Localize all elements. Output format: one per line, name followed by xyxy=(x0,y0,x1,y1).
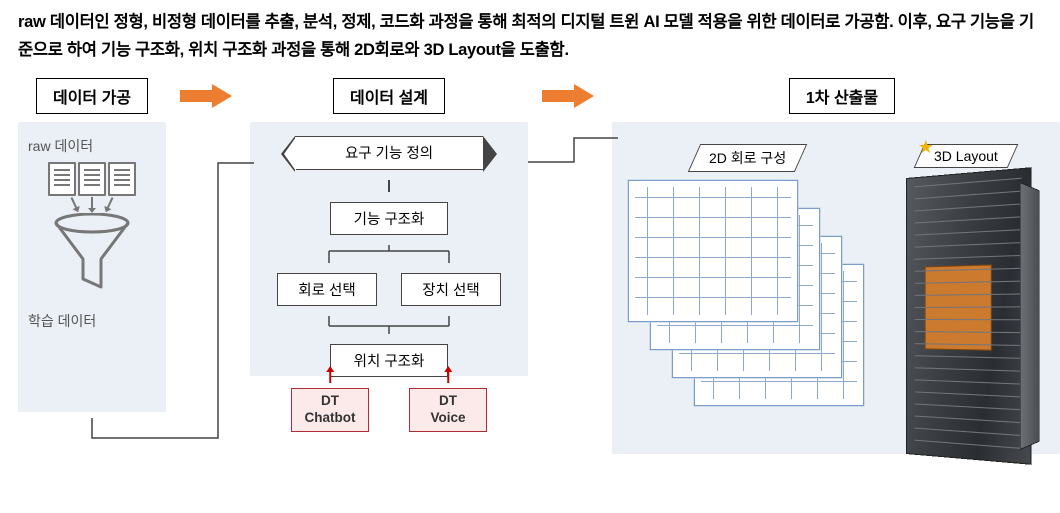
panel-data-processing: raw 데이터 학습 데이터 xyxy=(18,122,166,412)
dt-chatbot-l2: Chatbot xyxy=(305,410,356,425)
column-outputs: 1차 산출물 2D 회로 구성 3D Layout xyxy=(612,78,1060,454)
schematic-sheet xyxy=(628,180,798,322)
dt-voice-l2: Voice xyxy=(430,410,465,425)
cabinet-body xyxy=(906,167,1032,465)
description-text: raw 데이터인 정형, 비정형 데이터를 추출, 분석, 정제, 코드화 과정… xyxy=(18,8,1042,64)
diagram-root: 데이터 가공 raw 데이터 학습 데이터 xyxy=(18,78,1042,454)
down-arrow-icon xyxy=(91,197,93,209)
device-select-node: 장치 선택 xyxy=(401,273,501,306)
arrow-right-icon xyxy=(542,84,598,108)
dt-chatbot-box: DT Chatbot xyxy=(291,388,369,432)
tag-3d-layout: 3D Layout xyxy=(914,144,1019,168)
document-icon xyxy=(108,162,136,196)
merge-connector xyxy=(289,316,489,334)
cabinet-door xyxy=(1020,182,1040,450)
position-structuring-node: 위치 구조화 xyxy=(330,344,448,377)
dt-chatbot-l1: DT xyxy=(321,393,339,408)
panel-outputs: 2D 회로 구성 3D Layout xyxy=(612,122,1060,454)
dt-voice-box: DT Voice xyxy=(409,388,487,432)
header-data-design: 데이터 설계 xyxy=(333,78,445,114)
arrow-right-icon xyxy=(180,84,236,108)
connector-line xyxy=(388,180,390,192)
panel-data-design: 요구 기능 정의 기능 구조화 회로 선택 장치 선택 위치 구조화 xyxy=(250,122,528,376)
column-data-design: 데이터 설계 요구 기능 정의 기능 구조화 회로 선택 장치 선택 위치 구조… xyxy=(250,78,528,432)
header-data-processing: 데이터 가공 xyxy=(36,78,148,114)
tag-3d-layout-label: 3D Layout xyxy=(934,148,998,164)
dt-interface-row: DT Chatbot DT Voice xyxy=(291,388,487,432)
up-arrow-icon xyxy=(329,371,331,383)
document-icon xyxy=(48,162,76,196)
cabinet-3d-icon xyxy=(906,178,1026,454)
down-arrow-icon xyxy=(107,197,114,209)
funnel-icon-group xyxy=(28,162,156,289)
learning-data-label: 학습 데이터 xyxy=(28,311,156,331)
dt-voice-l1: DT xyxy=(439,393,457,408)
tag-2d-circuit: 2D 회로 구성 xyxy=(688,144,808,172)
schematic-stack xyxy=(628,180,868,436)
up-arrow-icon xyxy=(447,371,449,383)
down-arrow-icon xyxy=(71,197,78,209)
circuit-select-node: 회로 선택 xyxy=(277,273,377,306)
output-2d-group: 2D 회로 구성 xyxy=(628,144,868,436)
requirement-definition-node: 요구 기능 정의 xyxy=(295,136,483,170)
raw-data-label: raw 데이터 xyxy=(28,136,156,156)
document-icon xyxy=(78,162,106,196)
tag-2d-circuit-label: 2D 회로 구성 xyxy=(709,148,786,168)
output-3d-group: 3D Layout xyxy=(906,144,1026,454)
requirement-definition-label: 요구 기능 정의 xyxy=(345,146,433,162)
split-connector xyxy=(289,245,489,263)
column-data-processing: 데이터 가공 raw 데이터 학습 데이터 xyxy=(18,78,166,412)
function-structuring-node: 기능 구조화 xyxy=(330,202,448,235)
funnel-icon xyxy=(53,213,131,289)
header-outputs: 1차 산출물 xyxy=(789,78,895,114)
